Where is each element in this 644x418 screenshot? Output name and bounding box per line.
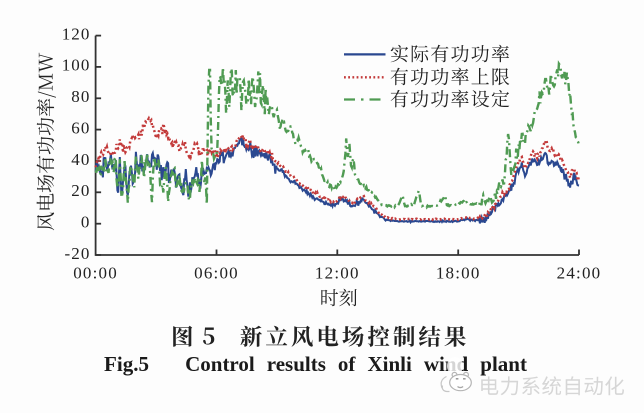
svg-text:20: 20 [71, 181, 90, 200]
svg-text:80: 80 [71, 87, 90, 106]
svg-text:12:00: 12:00 [315, 264, 360, 283]
svg-text:00:00: 00:00 [73, 264, 118, 283]
svg-text:18:00: 18:00 [436, 264, 481, 283]
svg-text:60: 60 [71, 118, 90, 137]
svg-text:120: 120 [62, 24, 91, 43]
svg-text:24:00: 24:00 [557, 264, 602, 283]
svg-text:Fig.5 Control results of Xin: Fig.5 Control results of Xinli wind plan… [104, 352, 527, 376]
svg-text:06:00: 06:00 [194, 264, 239, 283]
svg-text:100: 100 [62, 56, 91, 75]
svg-text:0: 0 [81, 213, 91, 232]
svg-text:40: 40 [71, 150, 90, 169]
svg-text:-20: -20 [65, 244, 91, 263]
